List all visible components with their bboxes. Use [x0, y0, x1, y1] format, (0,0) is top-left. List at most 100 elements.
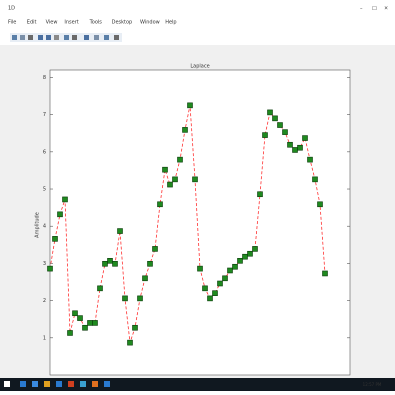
- window-title: 1D: [8, 6, 15, 12]
- data-point: [267, 109, 273, 116]
- data-point: [92, 320, 98, 326]
- data-point: [202, 285, 208, 292]
- taskbar-icon[interactable]: [104, 381, 110, 387]
- data-point: [227, 267, 233, 274]
- data-point: [127, 339, 133, 346]
- tool-icon[interactable]: [38, 35, 43, 40]
- tool-icon[interactable]: [94, 35, 99, 40]
- data-point: [77, 315, 83, 321]
- menu-bar: File Edit View Insert Tools Desktop Window Help: [8, 20, 177, 26]
- y-tick-label: 4: [43, 224, 46, 230]
- minimize[interactable]: –: [360, 6, 363, 12]
- taskbar-icon[interactable]: [80, 381, 86, 387]
- taskbar: [0, 378, 395, 391]
- data-point: [122, 295, 128, 302]
- taskbar-icon[interactable]: [44, 381, 50, 387]
- tool-icon[interactable]: [104, 35, 109, 40]
- data-point: [282, 129, 288, 135]
- data-point: [197, 265, 203, 272]
- menu-item[interactable]: Desktop: [112, 20, 133, 26]
- y-tick-label: 7: [43, 112, 46, 118]
- menu-item[interactable]: View: [46, 20, 58, 26]
- tool-icon[interactable]: [12, 35, 17, 40]
- taskbar-icon[interactable]: [56, 381, 62, 387]
- data-point: [167, 181, 173, 188]
- tool-icon[interactable]: [114, 35, 119, 40]
- y-tick-label: 3: [43, 261, 46, 267]
- tool-icon[interactable]: [84, 35, 89, 40]
- clock: 12:57 PM: [363, 382, 382, 387]
- data-point: [222, 275, 228, 282]
- data-point: [52, 236, 58, 242]
- y-tick-label: 1: [43, 335, 46, 341]
- data-point: [237, 258, 243, 264]
- menu-item[interactable]: Tools: [89, 20, 103, 26]
- tool-icon[interactable]: [20, 35, 25, 40]
- axes: [49, 69, 351, 376]
- data-point: [187, 102, 193, 109]
- data-point: [232, 263, 238, 270]
- data-point: [212, 290, 218, 296]
- data-point: [182, 127, 188, 133]
- data-point: [302, 135, 308, 141]
- menu-item[interactable]: Edit: [27, 20, 37, 26]
- data-point: [137, 295, 143, 302]
- data-point: [102, 260, 108, 267]
- data-point: [207, 295, 213, 302]
- tool-icon[interactable]: [72, 35, 77, 40]
- data-point: [242, 253, 248, 260]
- y-tick-label: 8: [43, 75, 46, 81]
- y-tick-label: 6: [43, 149, 46, 155]
- menu-item[interactable]: File: [8, 20, 16, 26]
- data-point: [307, 156, 313, 163]
- data-point: [272, 115, 278, 122]
- data-point: [317, 201, 323, 208]
- tool-icon[interactable]: [46, 35, 51, 40]
- data-point: [277, 122, 283, 128]
- data-point: [117, 228, 123, 234]
- tool-icon[interactable]: [64, 35, 69, 40]
- data-point: [287, 141, 293, 148]
- data-point: [82, 324, 88, 331]
- menu-item[interactable]: Insert: [64, 20, 78, 26]
- taskbar-icon[interactable]: [68, 381, 74, 387]
- tool-icon[interactable]: [28, 35, 33, 40]
- data-point: [177, 156, 183, 163]
- data-point: [72, 310, 78, 317]
- menu-item[interactable]: Window: [140, 20, 160, 26]
- data-point: [132, 324, 138, 331]
- start-button[interactable]: [4, 381, 10, 387]
- data-point: [312, 176, 318, 183]
- data-point: [162, 166, 168, 173]
- taskbar-icon[interactable]: [92, 381, 98, 387]
- data-point: [297, 144, 303, 151]
- toolbar: [10, 33, 122, 42]
- y-axis-label: Amplitude: [35, 212, 41, 238]
- data-point: [247, 250, 253, 257]
- data-point: [257, 191, 263, 198]
- taskbar-icon[interactable]: [32, 381, 38, 387]
- data-point: [252, 246, 258, 252]
- data-point: [172, 176, 178, 183]
- data-point: [97, 285, 103, 292]
- y-tick-label: 2: [43, 298, 46, 304]
- data-point: [47, 265, 53, 272]
- data-point: [147, 260, 153, 267]
- menu-item[interactable]: Help: [165, 20, 176, 26]
- data-point: [322, 270, 328, 277]
- close[interactable]: ×: [384, 6, 388, 12]
- data-point: [62, 196, 68, 203]
- data-point: [192, 176, 198, 183]
- data-point: [217, 280, 223, 287]
- data-point: [57, 211, 63, 218]
- y-tick-label: 5: [43, 187, 46, 193]
- data-point: [292, 147, 298, 153]
- taskbar-icon[interactable]: [20, 381, 26, 387]
- maximize[interactable]: □: [372, 6, 377, 12]
- data-point: [262, 132, 268, 138]
- tool-icon[interactable]: [54, 35, 59, 40]
- chart-title: Laplace: [190, 64, 209, 70]
- data-point: [67, 330, 73, 336]
- data-point: [112, 260, 118, 267]
